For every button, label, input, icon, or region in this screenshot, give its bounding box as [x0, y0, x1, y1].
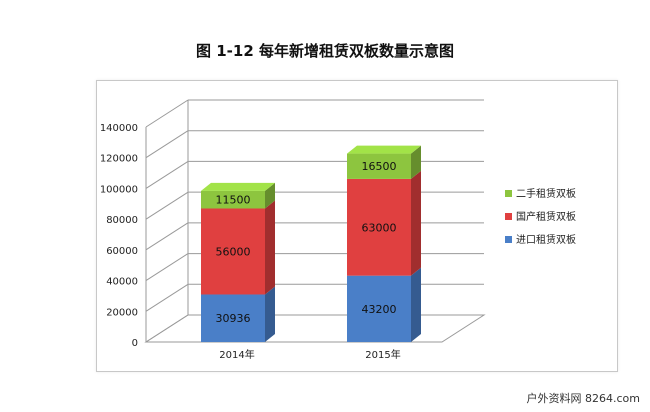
bar-top-face	[347, 145, 421, 154]
bar-segment-2[interactable]	[347, 178, 411, 276]
y-tick-label: 120000	[100, 154, 138, 165]
bar-segment-side	[265, 286, 275, 342]
data-label: 43200	[362, 303, 397, 316]
gridline-side	[145, 99, 189, 128]
bar-segment-1[interactable]	[347, 275, 411, 342]
bar-segment-side	[411, 267, 421, 342]
x-tick-label: 2014年	[219, 348, 254, 361]
y-tick-label: 60000	[106, 246, 138, 257]
legend-label: 国产租赁双板	[516, 210, 576, 223]
gridline-side	[145, 283, 189, 312]
bar-segment-1[interactable]	[201, 294, 265, 342]
gridline-side	[145, 130, 189, 159]
chart-title: 图 1-12 每年新增租赁双板数量示意图	[196, 42, 454, 60]
bar-top-face	[201, 182, 275, 191]
gridline-side	[145, 253, 189, 281]
gridline-side	[145, 222, 189, 251]
x-tick-label: 2015年	[365, 348, 400, 361]
bar-segment-side	[265, 200, 275, 295]
plot-frame	[96, 80, 618, 372]
bar-segment-side	[265, 182, 275, 209]
y-tick-label: 80000	[106, 215, 138, 226]
bar-segment-3[interactable]	[347, 153, 411, 179]
data-label: 16500	[362, 160, 397, 173]
y-tick-label: 20000	[106, 307, 138, 318]
bar-segment-3[interactable]	[201, 190, 265, 209]
legend-swatch	[505, 190, 512, 197]
gridline-side	[145, 191, 189, 220]
bar-segment-side	[411, 145, 421, 179]
y-tick-label: 40000	[106, 277, 138, 288]
y-tick-label: 0	[132, 338, 138, 349]
legend-label: 进口租赁双板	[516, 233, 576, 246]
legend-swatch	[505, 213, 512, 220]
bar-segment-2[interactable]	[201, 208, 265, 295]
gridline-side	[145, 314, 189, 343]
data-label: 63000	[362, 221, 397, 234]
watermark: 户外资料网 8264.com	[526, 392, 640, 405]
y-tick-label: 100000	[100, 184, 138, 195]
y-tick-label: 140000	[100, 123, 138, 134]
legend-swatch	[505, 236, 512, 243]
legend-label: 二手租赁双板	[516, 187, 576, 200]
bar-segment-side	[411, 170, 421, 276]
gridline-side	[145, 161, 189, 189]
plot-floor	[144, 314, 486, 343]
data-label: 56000	[216, 245, 251, 258]
data-label: 30936	[216, 312, 251, 325]
data-label: 11500	[216, 194, 251, 207]
